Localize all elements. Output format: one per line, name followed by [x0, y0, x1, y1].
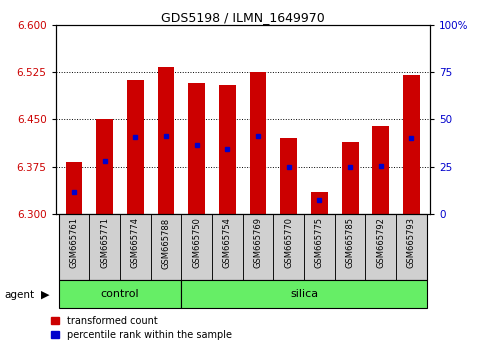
- Text: GSM665788: GSM665788: [161, 217, 170, 269]
- Text: ▶: ▶: [41, 290, 50, 299]
- Bar: [250, 72, 267, 214]
- Bar: [280, 138, 297, 214]
- Text: GSM665771: GSM665771: [100, 217, 109, 268]
- Bar: [66, 162, 83, 214]
- Bar: [335, 214, 366, 280]
- Bar: [243, 214, 273, 280]
- Bar: [181, 214, 212, 280]
- Bar: [127, 80, 144, 214]
- Legend: transformed count, percentile rank within the sample: transformed count, percentile rank withi…: [51, 316, 232, 340]
- Text: GSM665754: GSM665754: [223, 217, 232, 268]
- Bar: [311, 192, 328, 214]
- Bar: [157, 67, 174, 214]
- Text: GSM665769: GSM665769: [254, 217, 263, 268]
- Bar: [341, 142, 358, 214]
- Bar: [89, 214, 120, 280]
- Bar: [273, 214, 304, 280]
- Title: GDS5198 / ILMN_1649970: GDS5198 / ILMN_1649970: [161, 11, 325, 24]
- Text: GSM665785: GSM665785: [346, 217, 355, 268]
- Bar: [58, 280, 181, 308]
- Text: GSM665774: GSM665774: [131, 217, 140, 268]
- Bar: [151, 214, 181, 280]
- Bar: [212, 214, 243, 280]
- Bar: [96, 119, 113, 214]
- Bar: [304, 214, 335, 280]
- Bar: [366, 214, 396, 280]
- Bar: [188, 84, 205, 214]
- Text: agent: agent: [5, 290, 35, 299]
- Text: GSM665775: GSM665775: [315, 217, 324, 268]
- Bar: [120, 214, 151, 280]
- Bar: [372, 126, 389, 214]
- Bar: [58, 214, 89, 280]
- Text: GSM665792: GSM665792: [376, 217, 385, 268]
- Bar: [403, 75, 420, 214]
- Text: silica: silica: [290, 289, 318, 299]
- Bar: [219, 85, 236, 214]
- Text: GSM665793: GSM665793: [407, 217, 416, 268]
- Text: control: control: [100, 289, 139, 299]
- Bar: [396, 214, 427, 280]
- Bar: [181, 280, 427, 308]
- Text: GSM665770: GSM665770: [284, 217, 293, 268]
- Text: GSM665761: GSM665761: [70, 217, 78, 268]
- Text: GSM665750: GSM665750: [192, 217, 201, 268]
